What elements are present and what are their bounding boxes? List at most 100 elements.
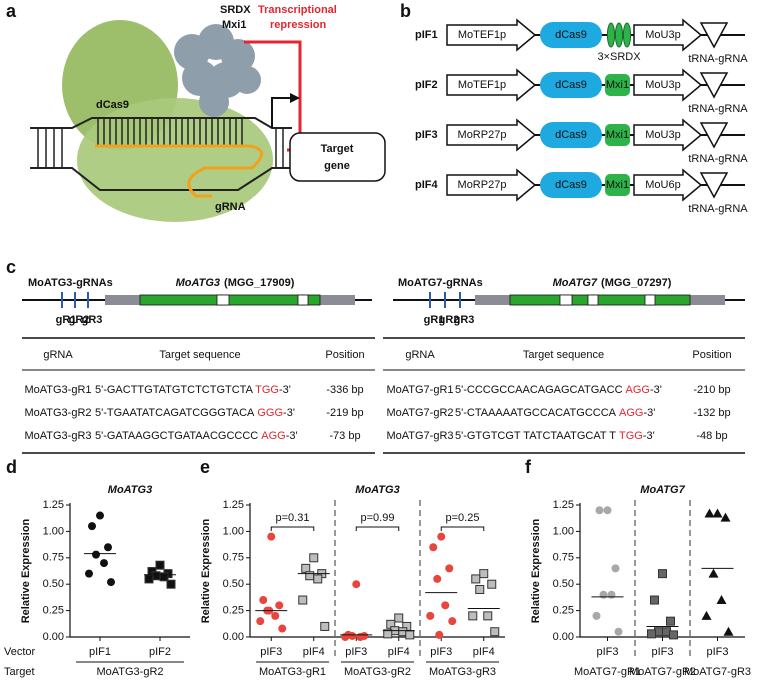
- promoter-arrow: [446, 68, 537, 102]
- cell-position: -132 bp: [693, 407, 730, 419]
- data-point: [405, 630, 415, 640]
- intron: [216, 294, 230, 306]
- panel-label: b: [400, 1, 411, 21]
- grna-label: gRNA: [215, 201, 246, 213]
- row-label: Target: [4, 666, 35, 678]
- data-point: [708, 568, 719, 578]
- data-point: [599, 590, 608, 599]
- y-tick-label: 0.50: [223, 578, 244, 590]
- intron: [587, 294, 599, 306]
- panel-a: a gRNA dCas9 SRDX Mxi1 Transcriptional r…: [6, 1, 386, 222]
- data-point: [607, 590, 616, 599]
- guide-promoter-label: MoU3p: [645, 129, 680, 141]
- panel-label: c: [6, 257, 16, 277]
- data-point: [614, 627, 623, 636]
- y-axis-label: Relative Expression: [530, 518, 542, 623]
- repressor-shape: [174, 24, 261, 117]
- cas-box: [540, 122, 602, 148]
- gene-id: (MGG_17909): [224, 277, 295, 289]
- data-point: [487, 579, 497, 589]
- data-point: [441, 601, 450, 610]
- tss-arrow: [271, 97, 291, 128]
- p-bracket: [440, 526, 485, 531]
- chart-title: MoATG3: [355, 484, 399, 496]
- cell-grna: MoATG7-gR2: [386, 407, 453, 419]
- gene-id: (MGG_07297): [601, 277, 672, 289]
- data-point: [603, 506, 612, 515]
- cell-sequence: 5'-TGAATATCAGATCGGGTACA GGG-3': [95, 407, 295, 419]
- x-tick-label: pIF3: [706, 646, 728, 658]
- construct-name: pIF3: [415, 129, 438, 141]
- effect-label: repression: [270, 19, 327, 31]
- y-tick-label: 1.25: [553, 499, 574, 511]
- sequence-part: 5'-CTAAAAATGCCACATGCCCA: [455, 407, 617, 419]
- data-point: [712, 508, 723, 518]
- cell-position: -73 bp: [329, 430, 360, 442]
- data-point: [92, 550, 100, 559]
- y-axis-label: Relative Expression: [20, 518, 32, 623]
- target-label: MoATG7-gR2: [629, 666, 696, 678]
- sequence-part: -3': [283, 407, 295, 419]
- repressor-box: [605, 174, 630, 196]
- cassette-triangle: [699, 72, 729, 99]
- repressor-label: Mxi1: [606, 79, 629, 91]
- data-point: [701, 610, 712, 620]
- data-point: [144, 574, 154, 584]
- promoter-arrow: [446, 168, 537, 202]
- sequence-part: 5'-GACTTGTATGTCTCTGTCTA: [95, 384, 254, 396]
- cassette-label: tRNA-gRNA: [688, 203, 748, 215]
- x-tick-label: pIF3: [596, 646, 618, 658]
- sequence-part: AGG: [261, 430, 285, 442]
- data-point: [271, 611, 280, 620]
- data-point: [394, 613, 404, 623]
- data-point: [704, 508, 715, 518]
- data-point: [475, 584, 485, 594]
- data-point: [100, 559, 108, 568]
- chart-title: MoATG3: [108, 484, 152, 496]
- y-tick-label: 0.75: [553, 552, 574, 564]
- y-tick-label: 0.50: [43, 578, 64, 590]
- data-point: [313, 574, 323, 584]
- cell-sequence: 5'-CCCGCCAACAGAGCATGACC AGG-3': [455, 384, 662, 396]
- sequence-part: GGG: [257, 407, 283, 419]
- target-label: gene: [324, 160, 350, 172]
- data-point: [435, 630, 444, 639]
- y-tick-label: 1.00: [43, 525, 64, 537]
- promoter-label: MoTEF1p: [458, 79, 506, 91]
- promoter-label: MoRP27p: [458, 129, 507, 141]
- data-point: [341, 633, 350, 641]
- sequence-part: -3': [279, 384, 291, 396]
- repressor-label: SRDX: [220, 4, 251, 16]
- intron: [644, 294, 656, 306]
- y-tick-label: 1.00: [223, 525, 244, 537]
- target-label: MoATG3-gR2: [344, 666, 411, 678]
- sequence-part: 5'-TGAATATCAGATCGGGTACA: [95, 407, 255, 419]
- data-point: [278, 624, 287, 633]
- cell-grna: MoATG7-gR3: [386, 430, 453, 442]
- data-point: [429, 543, 438, 552]
- data-point: [356, 633, 365, 641]
- y-tick-label: 0.00: [223, 631, 244, 643]
- data-point: [647, 629, 656, 639]
- y-tick-label: 0.00: [553, 631, 574, 643]
- data-point: [723, 626, 734, 636]
- cas-box: [540, 22, 602, 48]
- repressor-box: [605, 74, 630, 96]
- data-point: [611, 564, 620, 573]
- data-point: [669, 630, 678, 640]
- data-point: [96, 511, 104, 520]
- target-gene-box: [289, 132, 386, 182]
- data-point: [85, 569, 93, 578]
- cell-position: -210 bp: [693, 384, 730, 396]
- promoter-arrow: [446, 18, 537, 52]
- repressor-box: [605, 124, 630, 146]
- data-point: [720, 512, 731, 522]
- construct-name: pIF4: [415, 179, 438, 191]
- repressor-label: Mxi1: [222, 19, 246, 31]
- sequence-part: -3': [643, 407, 655, 419]
- guide-label: gR3: [454, 314, 475, 326]
- utr: [475, 295, 510, 305]
- cell-position: -219 bp: [326, 407, 363, 419]
- cds: [509, 294, 691, 306]
- p-value: p=0.31: [276, 512, 310, 524]
